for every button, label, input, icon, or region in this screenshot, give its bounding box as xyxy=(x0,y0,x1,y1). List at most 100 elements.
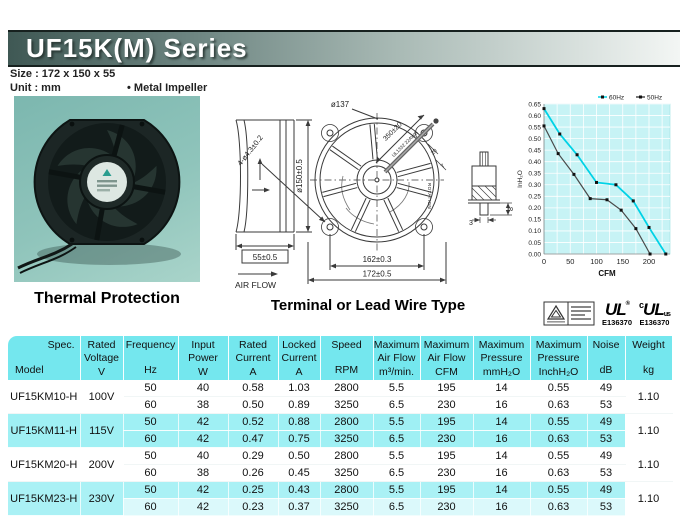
y-tick-label: 0.00 xyxy=(528,251,541,258)
column-header: Input Power W xyxy=(178,336,229,380)
voltage-cell: 100V xyxy=(80,380,124,414)
corner-model-label: Model xyxy=(15,364,44,376)
data-marker xyxy=(556,152,560,156)
airflow-label: AIR FLOW xyxy=(235,280,276,290)
legend-label: 60Hz xyxy=(609,95,624,102)
spec-table-body: UF15KM10-H 100V 50 40 0.58 1.03 2800 5.5 195 14 0.… xyxy=(8,380,673,516)
weight-cell: 1.10 xyxy=(625,447,673,482)
value-cell: 0.52 xyxy=(228,413,279,431)
y-tick-label: 0.60 xyxy=(528,113,541,120)
value-cell: 5.5 xyxy=(373,380,421,397)
y-tick-label: 0.05 xyxy=(528,240,541,247)
data-marker xyxy=(542,124,546,128)
corner-header: Spec. Model xyxy=(8,336,81,380)
data-marker xyxy=(647,225,651,229)
value-cell: 49 xyxy=(587,481,626,499)
guard-strut xyxy=(396,162,431,173)
data-marker xyxy=(664,252,668,256)
value-cell: 3250 xyxy=(320,396,374,414)
spec-table: Spec. Model Rated Voltage V Frequency Hz Inpu… xyxy=(8,336,673,516)
value-cell: 0.55 xyxy=(530,447,588,465)
value-cell: 50 xyxy=(123,447,179,465)
side-view-arrowheads xyxy=(236,120,311,277)
value-cell: 14 xyxy=(473,413,531,431)
data-marker xyxy=(558,132,562,136)
y-tick-label: 0.10 xyxy=(528,228,541,235)
value-cell: 0.58 xyxy=(228,380,279,397)
guard-strut xyxy=(329,149,359,171)
table-row: 60 38 0.50 0.89 3250 6.5 230 16 0.63 53 xyxy=(8,396,672,414)
value-cell: 14 xyxy=(473,447,531,465)
table-row: UF15KM11-H 115V 50 42 0.52 0.88 2800 5.5 195 14 0.… xyxy=(8,413,673,448)
side-view xyxy=(235,119,312,275)
spec-table-head: Spec. Model Rated Voltage V Frequency Hz Inpu… xyxy=(8,336,673,380)
value-cell: 6.5 xyxy=(373,430,421,448)
value-cell: 6.5 xyxy=(373,498,421,516)
dim-7: 7 xyxy=(440,163,446,169)
y-tick-label: 0.20 xyxy=(528,205,541,212)
table-row: UF15KM20-H 200V 50 40 0.29 0.50 2800 5.5 195 14 0.… xyxy=(8,447,673,482)
value-cell: 53 xyxy=(587,498,626,516)
value-cell: 0.50 xyxy=(278,447,321,465)
dim-20: 20 xyxy=(430,148,439,157)
value-cell: 49 xyxy=(587,447,626,465)
data-marker xyxy=(595,180,598,184)
model-cell: UF15KM23-H xyxy=(8,481,81,516)
guard-strut xyxy=(322,182,357,193)
table-row: 60 42 0.47 0.75 3250 6.5 230 16 0.63 53 xyxy=(8,430,672,448)
column-header: Speed RPM xyxy=(320,336,374,380)
terminal-dim-3: 3 xyxy=(469,220,473,227)
y-tick-label: 0.35 xyxy=(528,171,541,178)
value-cell: 3250 xyxy=(320,430,374,448)
series-line-60Hz xyxy=(543,108,667,255)
column-header: Rated Voltage V xyxy=(80,336,124,380)
data-marker xyxy=(619,208,623,212)
value-cell: 3250 xyxy=(320,498,374,516)
data-marker xyxy=(572,172,576,176)
value-cell: 0.29 xyxy=(228,447,279,465)
voltage-cell: 230V xyxy=(80,481,124,516)
guard-strut xyxy=(332,145,362,167)
value-cell: 53 xyxy=(587,430,626,448)
y-tick-label: 0.55 xyxy=(528,124,541,131)
value-cell: 49 xyxy=(587,380,626,397)
value-cell: 53 xyxy=(587,464,626,482)
value-cell: 60 xyxy=(123,396,179,414)
front-view-struts xyxy=(322,123,432,232)
value-cell: 14 xyxy=(473,380,531,397)
value-cell: 0.63 xyxy=(530,464,588,482)
value-cell: 0.45 xyxy=(278,464,321,482)
y-tick-label: 0.45 xyxy=(528,147,541,154)
terminal-detail xyxy=(468,151,512,223)
y-tick-label: 0.30 xyxy=(528,182,541,189)
column-header: Locked Current A xyxy=(278,336,321,380)
column-header: Maximum Air Flow CFM xyxy=(420,336,474,380)
guard-strut xyxy=(387,197,404,231)
value-cell: 40 xyxy=(178,447,229,465)
series-banner: UF15K(M) Series xyxy=(8,30,680,67)
cul-prefix: c xyxy=(639,300,644,311)
value-cell: 195 xyxy=(420,413,474,431)
column-header: Frequency Hz xyxy=(123,336,179,380)
guard-strut xyxy=(397,167,432,178)
column-header: Rated Current A xyxy=(228,336,279,380)
dim-hole-pitch-162: 162±0.3 xyxy=(363,255,392,264)
data-marker xyxy=(575,153,579,157)
column-header: Maximum Pressure InchH₂O xyxy=(530,336,588,380)
cul-mark: cULus E136370 xyxy=(639,300,671,327)
value-cell: 0.23 xyxy=(228,498,279,516)
y-tick-label: 0.15 xyxy=(528,217,541,224)
value-cell: 16 xyxy=(473,430,531,448)
ul-file-number: E136370 xyxy=(602,318,633,328)
value-cell: 5.5 xyxy=(373,481,421,499)
value-cell: 230 xyxy=(420,396,474,414)
x-tick-label: 100 xyxy=(590,257,603,266)
series-line-50Hz xyxy=(543,125,651,255)
fan-photo xyxy=(14,96,200,282)
guard-strut xyxy=(350,197,367,231)
model-cell: UF15KM10-H xyxy=(8,380,81,414)
value-cell: 195 xyxy=(420,380,474,397)
dim-diameter-150: ø150±0.5 xyxy=(295,159,304,193)
value-cell: 6.5 xyxy=(373,464,421,482)
value-cell: 2800 xyxy=(320,413,374,431)
